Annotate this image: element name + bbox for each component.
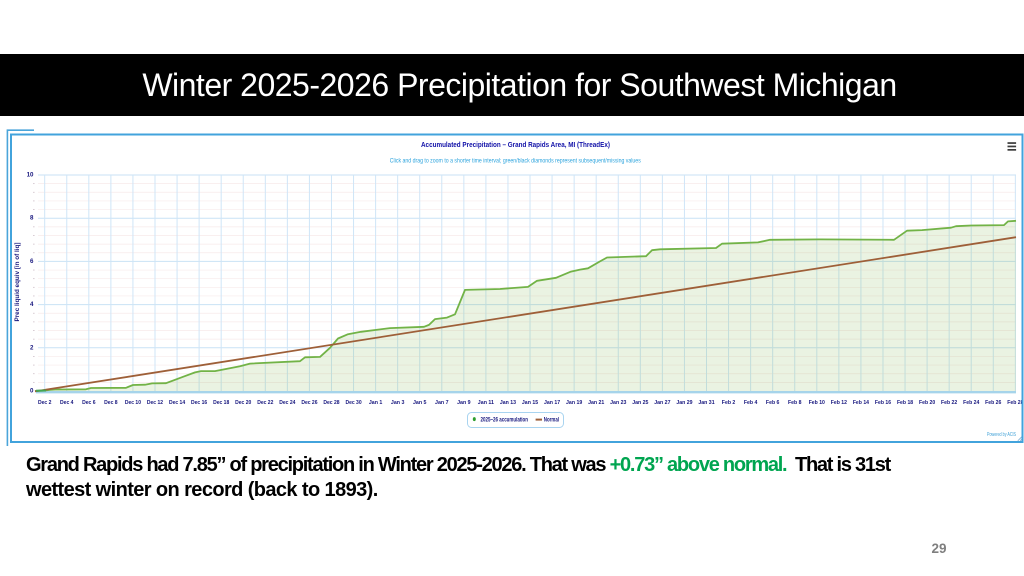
- svg-text:Jan 29: Jan 29: [676, 400, 692, 406]
- svg-text:Click and drag to zoom to a sh: Click and drag to zoom to a shorter time…: [390, 159, 641, 165]
- svg-text:Dec 4: Dec 4: [60, 400, 74, 406]
- svg-text:Jan 3: Jan 3: [391, 400, 405, 406]
- svg-text:Feb 22: Feb 22: [941, 400, 957, 406]
- svg-text:Feb 18: Feb 18: [897, 400, 913, 406]
- svg-text:Dec 26: Dec 26: [301, 400, 317, 406]
- svg-text:Dec 24: Dec 24: [279, 400, 296, 406]
- svg-text:2: 2: [30, 344, 34, 351]
- svg-text:Feb 20: Feb 20: [919, 400, 935, 406]
- svg-text:Feb 12: Feb 12: [831, 400, 847, 406]
- svg-text:Jan 1: Jan 1: [369, 400, 383, 406]
- svg-text:10: 10: [27, 172, 34, 179]
- svg-text:Feb 24: Feb 24: [963, 400, 980, 406]
- svg-text:Jan 27: Jan 27: [654, 400, 670, 406]
- svg-text:Dec 28: Dec 28: [323, 400, 339, 406]
- svg-text:Jan 17: Jan 17: [544, 400, 560, 406]
- svg-text:Jan 23: Jan 23: [610, 400, 626, 406]
- svg-text:Jan 5: Jan 5: [413, 400, 427, 406]
- svg-text:Feb 16: Feb 16: [875, 400, 891, 406]
- svg-text:Dec 10: Dec 10: [125, 400, 141, 406]
- svg-text:Jan 7: Jan 7: [435, 400, 449, 406]
- svg-text:Feb 10: Feb 10: [809, 400, 825, 406]
- svg-text:Jan 15: Jan 15: [522, 400, 538, 406]
- svg-text:Accumulated Precipitation – Gr: Accumulated Precipitation – Grand Rapids…: [421, 140, 610, 149]
- svg-text:Feb 14: Feb 14: [853, 400, 870, 406]
- svg-text:Jan 21: Jan 21: [588, 400, 604, 406]
- svg-text:Feb 2: Feb 2: [722, 400, 736, 406]
- svg-text:0: 0: [30, 388, 34, 395]
- svg-text:Feb 6: Feb 6: [766, 400, 780, 406]
- svg-text:Feb 26: Feb 26: [985, 400, 1001, 406]
- svg-text:4: 4: [30, 301, 34, 308]
- svg-text:Dec 18: Dec 18: [213, 400, 229, 406]
- svg-text:Feb 8: Feb 8: [788, 400, 802, 406]
- svg-text:Prec liquid equiv [in of liq]: Prec liquid equiv [in of liq]: [15, 243, 21, 322]
- svg-text:Normal: Normal: [544, 418, 559, 424]
- svg-text:Dec 14: Dec 14: [169, 400, 186, 406]
- svg-text:Powered by ACIS: Powered by ACIS: [987, 432, 1016, 438]
- svg-text:Jan 9: Jan 9: [457, 400, 471, 406]
- svg-text:Dec 16: Dec 16: [191, 400, 207, 406]
- svg-text:Jan 25: Jan 25: [632, 400, 648, 406]
- svg-text:Dec 30: Dec 30: [345, 400, 361, 406]
- svg-text:Dec 20: Dec 20: [235, 400, 251, 406]
- svg-text:Dec 8: Dec 8: [104, 400, 118, 406]
- svg-text:Feb 4: Feb 4: [744, 400, 758, 406]
- svg-text:Dec 2: Dec 2: [38, 400, 52, 406]
- svg-text:Dec 22: Dec 22: [257, 400, 273, 406]
- svg-text:Dec 6: Dec 6: [82, 400, 96, 406]
- svg-text:8: 8: [30, 215, 34, 222]
- svg-text:Feb 28: Feb 28: [1007, 400, 1023, 406]
- svg-text:Jan 31: Jan 31: [698, 400, 714, 406]
- svg-text:Jan 19: Jan 19: [566, 400, 582, 406]
- svg-text:Jan 11: Jan 11: [478, 400, 494, 406]
- svg-text:Jan 13: Jan 13: [500, 400, 516, 406]
- svg-text:Dec 12: Dec 12: [147, 400, 163, 406]
- svg-text:6: 6: [30, 258, 34, 265]
- svg-text:2025−26 accumulation: 2025−26 accumulation: [481, 418, 529, 424]
